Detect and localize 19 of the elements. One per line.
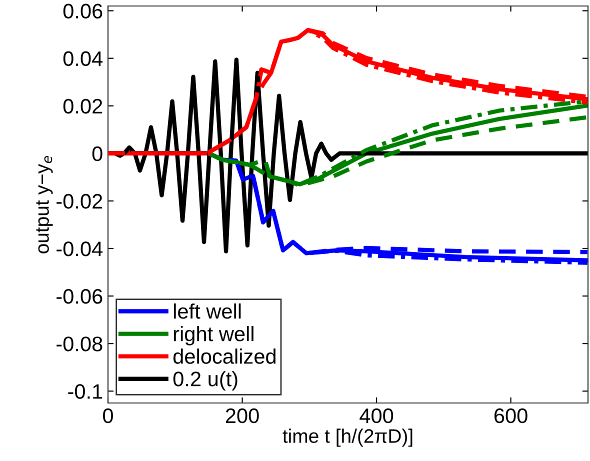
y-tick-label: 0 <box>92 146 102 162</box>
y-tick-label: -0.04 <box>56 241 103 256</box>
legend-label: delocalized <box>173 348 276 364</box>
y-tick-label: -0.06 <box>56 289 102 304</box>
x-tick-label: 600 <box>494 408 528 424</box>
legend-label: 0.2 u(t) <box>173 371 238 390</box>
y-tick-label: -0.08 <box>56 336 102 352</box>
x-axis-title: time t [h/(2πD)] <box>282 428 412 447</box>
y-tick-label: -0.1 <box>68 384 102 399</box>
x-tick-label: 200 <box>226 408 259 424</box>
y-tick-label: 0.02 <box>63 98 102 114</box>
x-tick-label: 0 <box>103 408 113 424</box>
y-tick-label: 0.04 <box>63 51 103 66</box>
y-tick-label: -0.02 <box>56 194 102 209</box>
y-tick-label: 0.06 <box>63 4 102 19</box>
y-axis-title: output y−y$_{e}$ <box>36 156 53 254</box>
x-tick-label: 400 <box>360 408 394 424</box>
legend-label: right well <box>174 326 254 346</box>
legend-label: left well <box>174 303 241 319</box>
